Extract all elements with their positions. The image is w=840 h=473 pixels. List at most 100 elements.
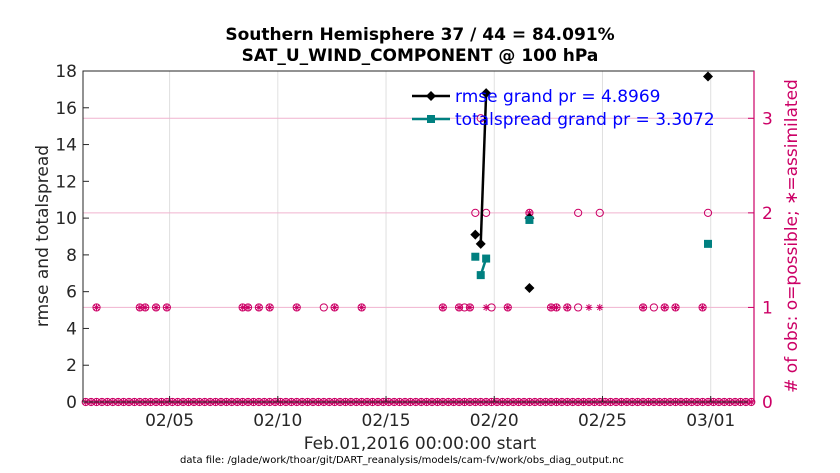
- obs-assimilated-marker: [255, 303, 263, 311]
- obs-assimilated-marker: [672, 303, 680, 311]
- chart-title: Southern Hemisphere 37 / 44 = 84.091%: [225, 25, 614, 45]
- y-tick-label: 10: [55, 209, 77, 229]
- obs-possible-marker: [563, 303, 572, 312]
- x-tick-label: 03/01: [686, 411, 735, 431]
- y-tick-label: 2: [66, 356, 77, 376]
- star-stroke: [293, 304, 300, 311]
- star-stroke: [142, 304, 149, 311]
- y2-tick-label: 3: [762, 109, 773, 129]
- y-tick-label: 12: [55, 172, 77, 192]
- rmse-point: [481, 88, 492, 99]
- y-tick-label: 4: [66, 319, 77, 339]
- obs-assimilated-marker: [439, 303, 447, 311]
- y2-tick-label: 2: [762, 204, 773, 224]
- obs-possible-marker: [319, 303, 328, 312]
- obs-assimilated-marker: [699, 303, 707, 311]
- obs-possible-marker: [638, 303, 648, 312]
- totalspread-point: [471, 252, 480, 261]
- star-stroke: [266, 304, 273, 311]
- obs-assimilated-marker: [358, 303, 366, 311]
- series-line-0: [479, 93, 488, 244]
- obs-possible-marker: [649, 303, 658, 312]
- obs-possible-marker: [465, 303, 475, 312]
- obs-possible-marker: [574, 303, 583, 312]
- axes: 02/05 02/10 02/15 02/20 02/25 03/010246810121…: [55, 62, 772, 431]
- y-axis-label: rmse and totalspread: [33, 145, 53, 327]
- y2-axis-label: # of obs: o=possible; ∗=assimilated: [782, 79, 802, 393]
- obs-assimilated-marker: [661, 303, 669, 311]
- star-stroke: [93, 304, 100, 311]
- legend: rmse grand pr = 4.8969 totalspread grand …: [412, 87, 715, 130]
- star-stroke: [483, 304, 489, 311]
- obs-assimilated-marker: [504, 303, 512, 311]
- rmse-point: [524, 282, 535, 293]
- star-stroke: [136, 304, 143, 311]
- x-tick-label: 02/10: [253, 411, 302, 431]
- obs-assimilated-marker: [93, 303, 101, 311]
- obs-possible-marker: [574, 208, 583, 217]
- star-stroke: [504, 304, 511, 311]
- y-tick-label: 6: [66, 283, 77, 303]
- obs-possible-marker: [671, 303, 680, 312]
- star-stroke: [358, 304, 365, 311]
- obs-assimilated-marker: [244, 303, 252, 311]
- star-stroke: [439, 304, 446, 311]
- legend-label-0: rmse grand pr = 4.8969: [455, 87, 660, 107]
- star-stroke: [256, 304, 262, 311]
- rmse-point: [475, 238, 486, 249]
- x-tick-label: 02/15: [362, 411, 411, 431]
- obs-possible-marker: [698, 303, 707, 312]
- obs-possible-marker: [292, 303, 301, 312]
- obs-assimilated-marker: [163, 303, 171, 311]
- obs-possible-marker: [330, 303, 339, 312]
- star-stroke: [467, 304, 473, 311]
- obs-possible-marker: [265, 303, 274, 312]
- obs-assimilated-marker: [331, 303, 339, 311]
- legend-label-1: totalspread grand pr = 3.3072: [455, 110, 715, 130]
- y2-tick-label: 1: [762, 298, 773, 318]
- obs-assimilated-marker: [482, 303, 490, 311]
- star-stroke: [672, 304, 679, 311]
- obs-assimilated-marker: [455, 303, 463, 311]
- x-axis-label: Feb.01,2016 00:00:00 start: [304, 434, 537, 454]
- y-tick-label: 8: [66, 246, 77, 266]
- data-file-footnote: data file: /glade/work/thoar/git/DART_re…: [180, 455, 624, 466]
- obs-possible-marker: [454, 303, 464, 312]
- rmse-point: [470, 229, 481, 240]
- star-stroke: [586, 304, 592, 311]
- obs-assimilated-marker: [639, 303, 647, 311]
- totalspread-point: [704, 239, 713, 248]
- obs-assimilated-marker: [466, 303, 474, 311]
- star-stroke: [548, 304, 554, 311]
- obs-assimilated-marker: [266, 303, 274, 311]
- obs-possible-marker: [151, 303, 161, 312]
- obs-possible-marker: [660, 303, 669, 312]
- star-stroke: [239, 304, 246, 311]
- obs-assimilated-marker: [141, 303, 149, 311]
- legend-marker-totalspread: [427, 115, 435, 123]
- obs-possible-marker: [595, 208, 604, 217]
- star-stroke: [640, 304, 646, 311]
- obs-possible-marker: [503, 303, 512, 312]
- x-tick-label: 02/25: [578, 411, 627, 431]
- obs-assimilated-marker: [293, 303, 301, 311]
- totalspread-point: [525, 215, 534, 224]
- star-stroke: [245, 304, 251, 311]
- star-stroke: [331, 304, 338, 311]
- star-stroke: [661, 304, 668, 311]
- obs-assimilated-marker: [585, 303, 593, 311]
- star-stroke: [596, 304, 603, 311]
- star-stroke: [456, 304, 462, 311]
- obs-possible-marker: [438, 303, 447, 312]
- x-tick-label: 02/20: [470, 411, 519, 431]
- obs-assimilated-marker: [563, 303, 571, 311]
- totalspread-point: [482, 254, 491, 263]
- star-stroke: [553, 304, 560, 311]
- series-layer: [470, 71, 714, 293]
- y2-tick-label: 0: [762, 393, 773, 413]
- obs-possible-marker: [471, 208, 480, 217]
- y-tick-label: 0: [66, 393, 77, 413]
- obs-assimilated-marker: [596, 303, 604, 311]
- obs-possible-marker: [254, 303, 263, 312]
